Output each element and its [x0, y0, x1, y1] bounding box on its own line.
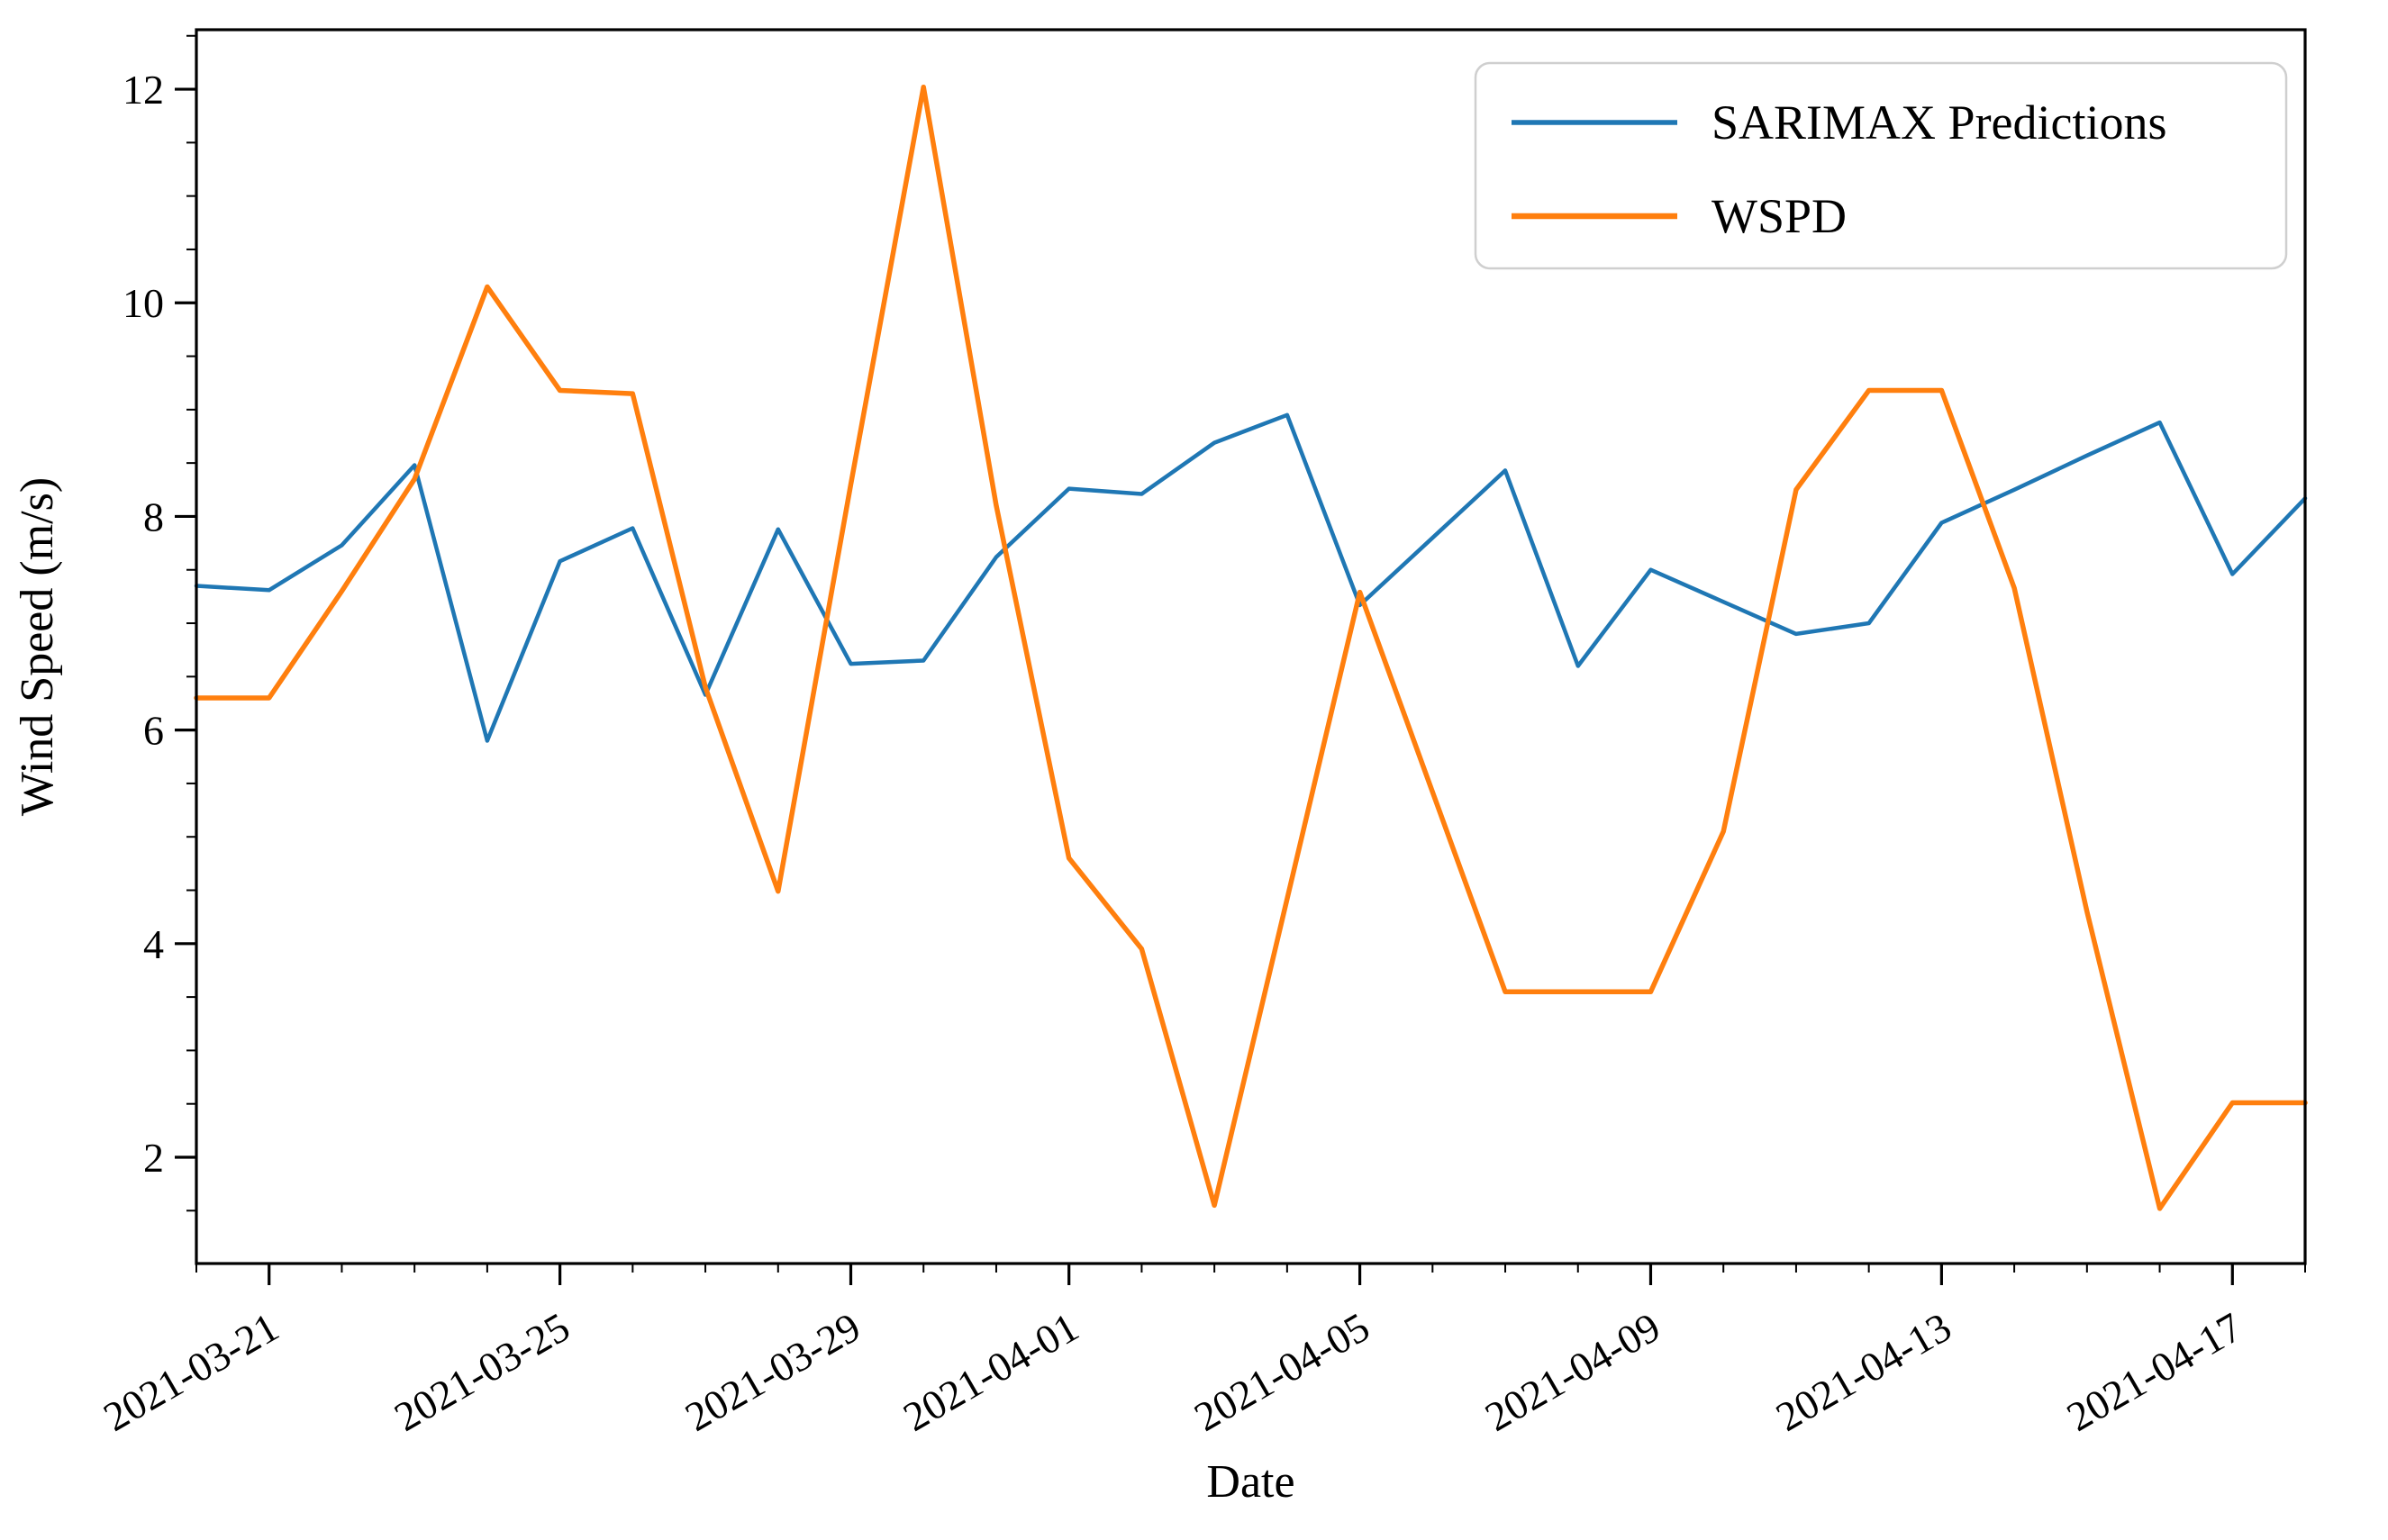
x-axis-label: Date: [1206, 1456, 1294, 1508]
legend-box: [1474, 61, 2288, 270]
y-tick-label: 12: [123, 67, 164, 113]
y-tick-label: 4: [143, 921, 164, 967]
legend-label: WSPD: [1712, 189, 1847, 243]
y-tick-label: 8: [143, 494, 164, 539]
axes-spines: [195, 28, 2307, 1265]
y-tick-label: 6: [143, 708, 164, 754]
y-tick-label: 10: [123, 280, 164, 326]
series-line-wspd: [194, 84, 2308, 1211]
y-axis-label: Wind Speed (m/s): [12, 477, 63, 816]
legend-label: SARIMAX Predictions: [1712, 95, 2167, 149]
series-line-sarimax-predictions: [194, 412, 2308, 743]
y-tick-label: 2: [143, 1135, 164, 1181]
